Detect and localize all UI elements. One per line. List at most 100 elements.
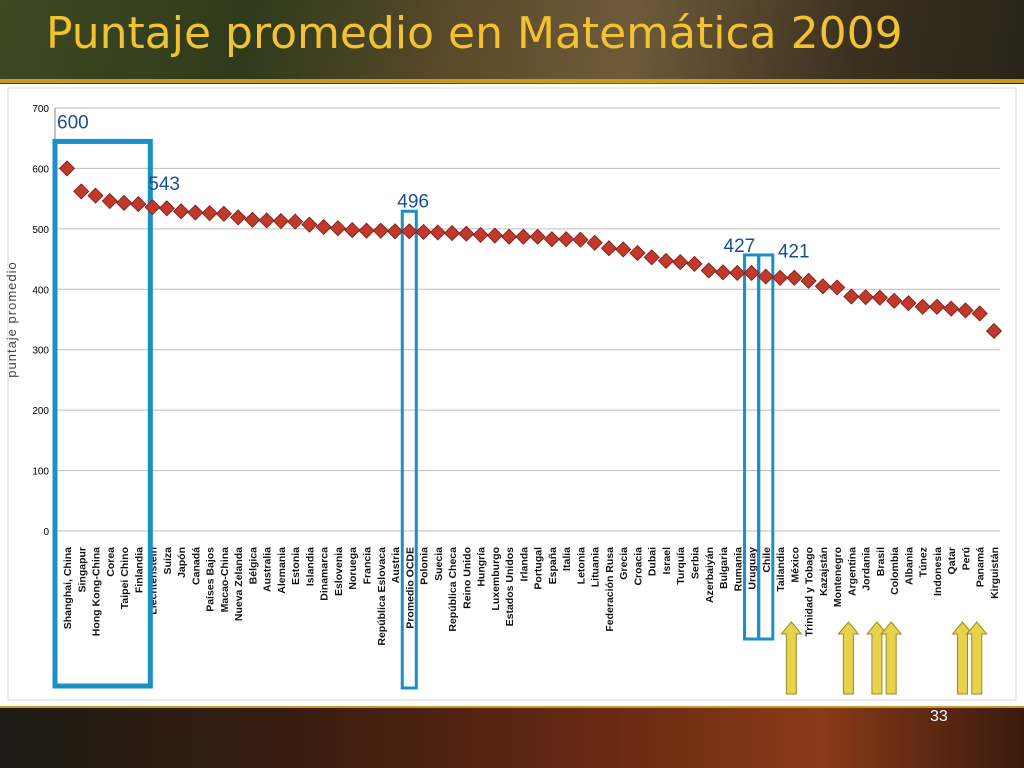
x-tick-label: Lituania bbox=[590, 547, 602, 587]
data-point bbox=[115, 194, 133, 211]
data-point bbox=[130, 196, 147, 213]
x-tick-label: Corea bbox=[105, 547, 117, 577]
x-tick-label: Shanghai, China bbox=[62, 547, 74, 629]
x-tick-label: Austria bbox=[390, 547, 402, 583]
data-point bbox=[615, 241, 632, 258]
data-point bbox=[486, 227, 503, 244]
footer-band bbox=[0, 708, 1024, 768]
data-point bbox=[600, 240, 618, 257]
data-point bbox=[329, 220, 347, 237]
value-annotation: 427 bbox=[724, 236, 756, 257]
x-tick-label: Turquía bbox=[675, 547, 687, 585]
data-point bbox=[315, 218, 332, 236]
data-point bbox=[187, 204, 204, 221]
footer-divider bbox=[0, 706, 1024, 709]
data-point bbox=[800, 272, 817, 289]
x-tick-label: Hong Kong-China bbox=[91, 547, 103, 636]
x-tick-label: Rumania bbox=[732, 547, 744, 592]
x-tick-label: Letonia bbox=[575, 547, 587, 584]
data-point bbox=[529, 228, 546, 245]
data-point bbox=[928, 298, 946, 315]
data-point bbox=[657, 252, 675, 269]
data-point bbox=[914, 298, 931, 315]
highlight-box bbox=[52, 138, 153, 689]
data-point bbox=[971, 305, 988, 322]
x-tick-label: Indonesia bbox=[932, 547, 944, 596]
x-tick-label: Qatar bbox=[946, 547, 958, 574]
x-tick-label: Noruega bbox=[347, 547, 359, 590]
data-point bbox=[258, 212, 275, 229]
data-point bbox=[515, 228, 532, 245]
data-point bbox=[829, 279, 846, 296]
data-point bbox=[101, 192, 118, 210]
slide-title: Puntaje promedio en Matemática 2009 bbox=[46, 8, 903, 59]
x-tick-label: Polonia bbox=[419, 547, 431, 585]
data-point bbox=[814, 278, 831, 295]
x-tick-label: República Checa bbox=[447, 547, 459, 632]
x-tick-label: Bélgica bbox=[247, 547, 259, 585]
data-point bbox=[629, 244, 646, 262]
x-tick-label: Colombia bbox=[889, 547, 901, 595]
data-point bbox=[786, 269, 803, 286]
x-tick-label: Israel bbox=[661, 547, 673, 575]
data-point bbox=[158, 200, 175, 217]
data-point bbox=[173, 203, 190, 220]
data-point bbox=[886, 292, 903, 309]
data-point bbox=[714, 264, 732, 281]
data-point bbox=[230, 209, 247, 226]
data-point bbox=[272, 212, 289, 230]
data-point bbox=[215, 205, 232, 222]
x-tick-label: Irlanda bbox=[518, 547, 530, 582]
data-point bbox=[301, 216, 318, 233]
data-point bbox=[686, 255, 703, 272]
x-tick-label: Bulgaria bbox=[718, 547, 730, 589]
value-annotation: 543 bbox=[148, 174, 180, 195]
x-tick-label: Suiza bbox=[162, 547, 174, 575]
x-tick-label: Kirguistán bbox=[989, 547, 1001, 599]
data-point bbox=[443, 225, 461, 242]
x-tick-label: Panamá bbox=[975, 547, 987, 587]
data-point bbox=[458, 225, 475, 242]
data-point bbox=[287, 213, 304, 230]
x-tick-label: Jordania bbox=[861, 547, 873, 591]
data-point bbox=[144, 199, 161, 216]
highlight-box bbox=[400, 209, 418, 690]
data-point bbox=[201, 205, 218, 222]
y-tick-label: 200 bbox=[32, 406, 49, 417]
data-point bbox=[857, 289, 874, 306]
x-tick-label: Estonia bbox=[290, 547, 302, 585]
x-tick-label: Australia bbox=[262, 547, 274, 592]
data-point bbox=[643, 249, 660, 266]
highlight-box bbox=[757, 253, 775, 641]
x-tick-label: Grecia bbox=[618, 547, 630, 580]
x-tick-label: Suecia bbox=[433, 547, 445, 581]
data-point bbox=[871, 289, 888, 306]
x-tick-label: Hungría bbox=[476, 547, 488, 587]
x-tick-label: Brasil bbox=[875, 547, 887, 576]
x-tick-label: Finlandia bbox=[133, 547, 145, 593]
y-tick-label: 300 bbox=[32, 346, 49, 357]
y-tick-label: 0 bbox=[43, 527, 49, 538]
data-point bbox=[372, 222, 389, 239]
x-tick-label: Federación Rusa bbox=[604, 547, 616, 632]
up-arrow-icon bbox=[780, 621, 803, 695]
x-tick-label: Portugal bbox=[533, 547, 545, 590]
x-tick-label: Canadá bbox=[190, 547, 202, 585]
x-tick-label: Taipei Chino bbox=[119, 547, 131, 609]
data-point bbox=[672, 254, 689, 271]
data-point bbox=[401, 223, 418, 240]
data-point bbox=[501, 228, 518, 245]
x-tick-label: Italia bbox=[561, 547, 573, 571]
data-point bbox=[957, 302, 974, 319]
x-tick-label: Macao-China bbox=[219, 547, 231, 613]
x-tick-label: Francia bbox=[361, 547, 373, 585]
data-point bbox=[87, 187, 104, 204]
x-tick-label: Eslovenia bbox=[333, 547, 345, 596]
x-tick-label: Dinamarca bbox=[319, 547, 331, 601]
data-point bbox=[943, 300, 960, 317]
data-point bbox=[743, 264, 760, 282]
x-tick-label: Nueva Zelanda bbox=[233, 547, 245, 621]
data-point bbox=[73, 183, 90, 200]
data-point bbox=[772, 269, 789, 286]
value-annotation: 600 bbox=[57, 112, 89, 133]
